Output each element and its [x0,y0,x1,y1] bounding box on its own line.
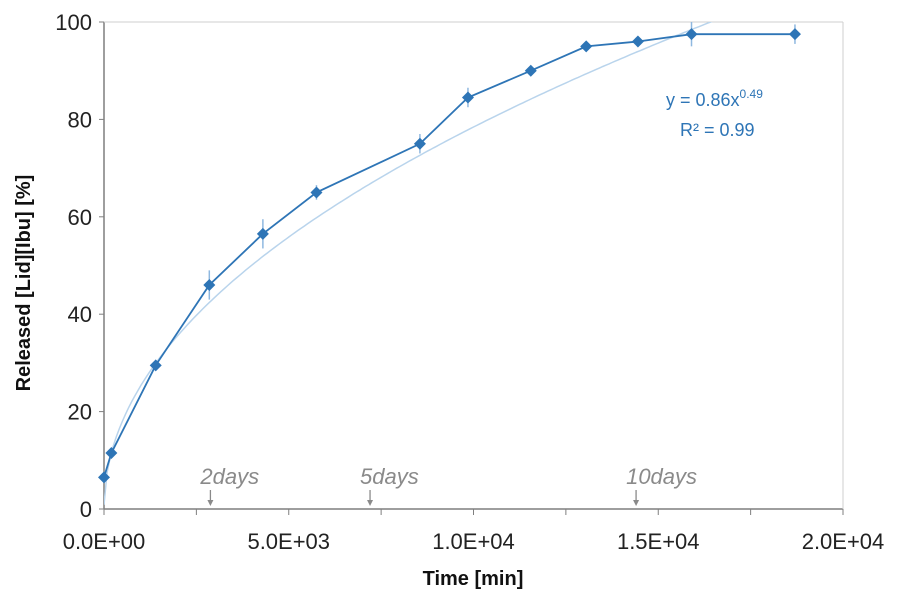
day-annotation-label: 10days [626,464,697,489]
y-axis-ticks: 0 20 40 60 80 100 [55,10,104,522]
data-point [631,35,644,48]
data-point [685,28,698,41]
data-point [203,278,216,291]
data-point [788,28,801,41]
day-annotation-label: 5days [360,464,419,489]
series-layer [98,22,801,484]
y-tick-label: 60 [68,205,92,230]
trendline-equation-base: y = 0.86x [666,90,740,110]
trendline-layer [104,22,713,505]
x-tick-label: 1.5E+04 [617,529,700,554]
data-point [256,227,269,240]
data-point [461,91,474,104]
x-tick-label: 0.0E+00 [63,529,146,554]
y-tick-label: 0 [80,497,92,522]
data-point [310,186,323,199]
data-point [580,40,593,53]
y-axis-title: Released [Lid][Ibu] [%] [13,175,35,392]
x-axis-ticks: 0.0E+00 5.0E+03 1.0E+04 1.5E+04 2.0E+04 [63,509,885,554]
data-point [105,446,118,459]
y-tick-label: 100 [55,10,92,35]
y-tick-label: 80 [68,107,92,132]
trendline-equation: y = 0.86x0.49 [666,87,763,110]
day-annotation-arrow-head [633,500,640,506]
data-point [149,359,162,372]
day-annotation-arrow-head [367,500,374,506]
data-point [524,64,537,77]
day-annotation-label: 2days [199,464,259,489]
day-annotation-arrow-head [207,500,214,506]
data-point [413,137,426,150]
y-tick-label: 20 [68,400,92,425]
trendline-r-squared: R² = 0.99 [680,120,755,140]
data-point [98,471,110,484]
x-tick-label: 1.0E+04 [432,529,515,554]
x-tick-label: 5.0E+03 [247,529,330,554]
annotation-layer: 2days 5days 10days [199,464,697,506]
trendline-curve [104,22,713,505]
y-tick-label: 40 [68,302,92,327]
trendline-equation-exponent: 0.49 [740,87,764,101]
x-tick-label: 2.0E+04 [802,529,885,554]
x-axis-title: Time [min] [423,568,524,590]
